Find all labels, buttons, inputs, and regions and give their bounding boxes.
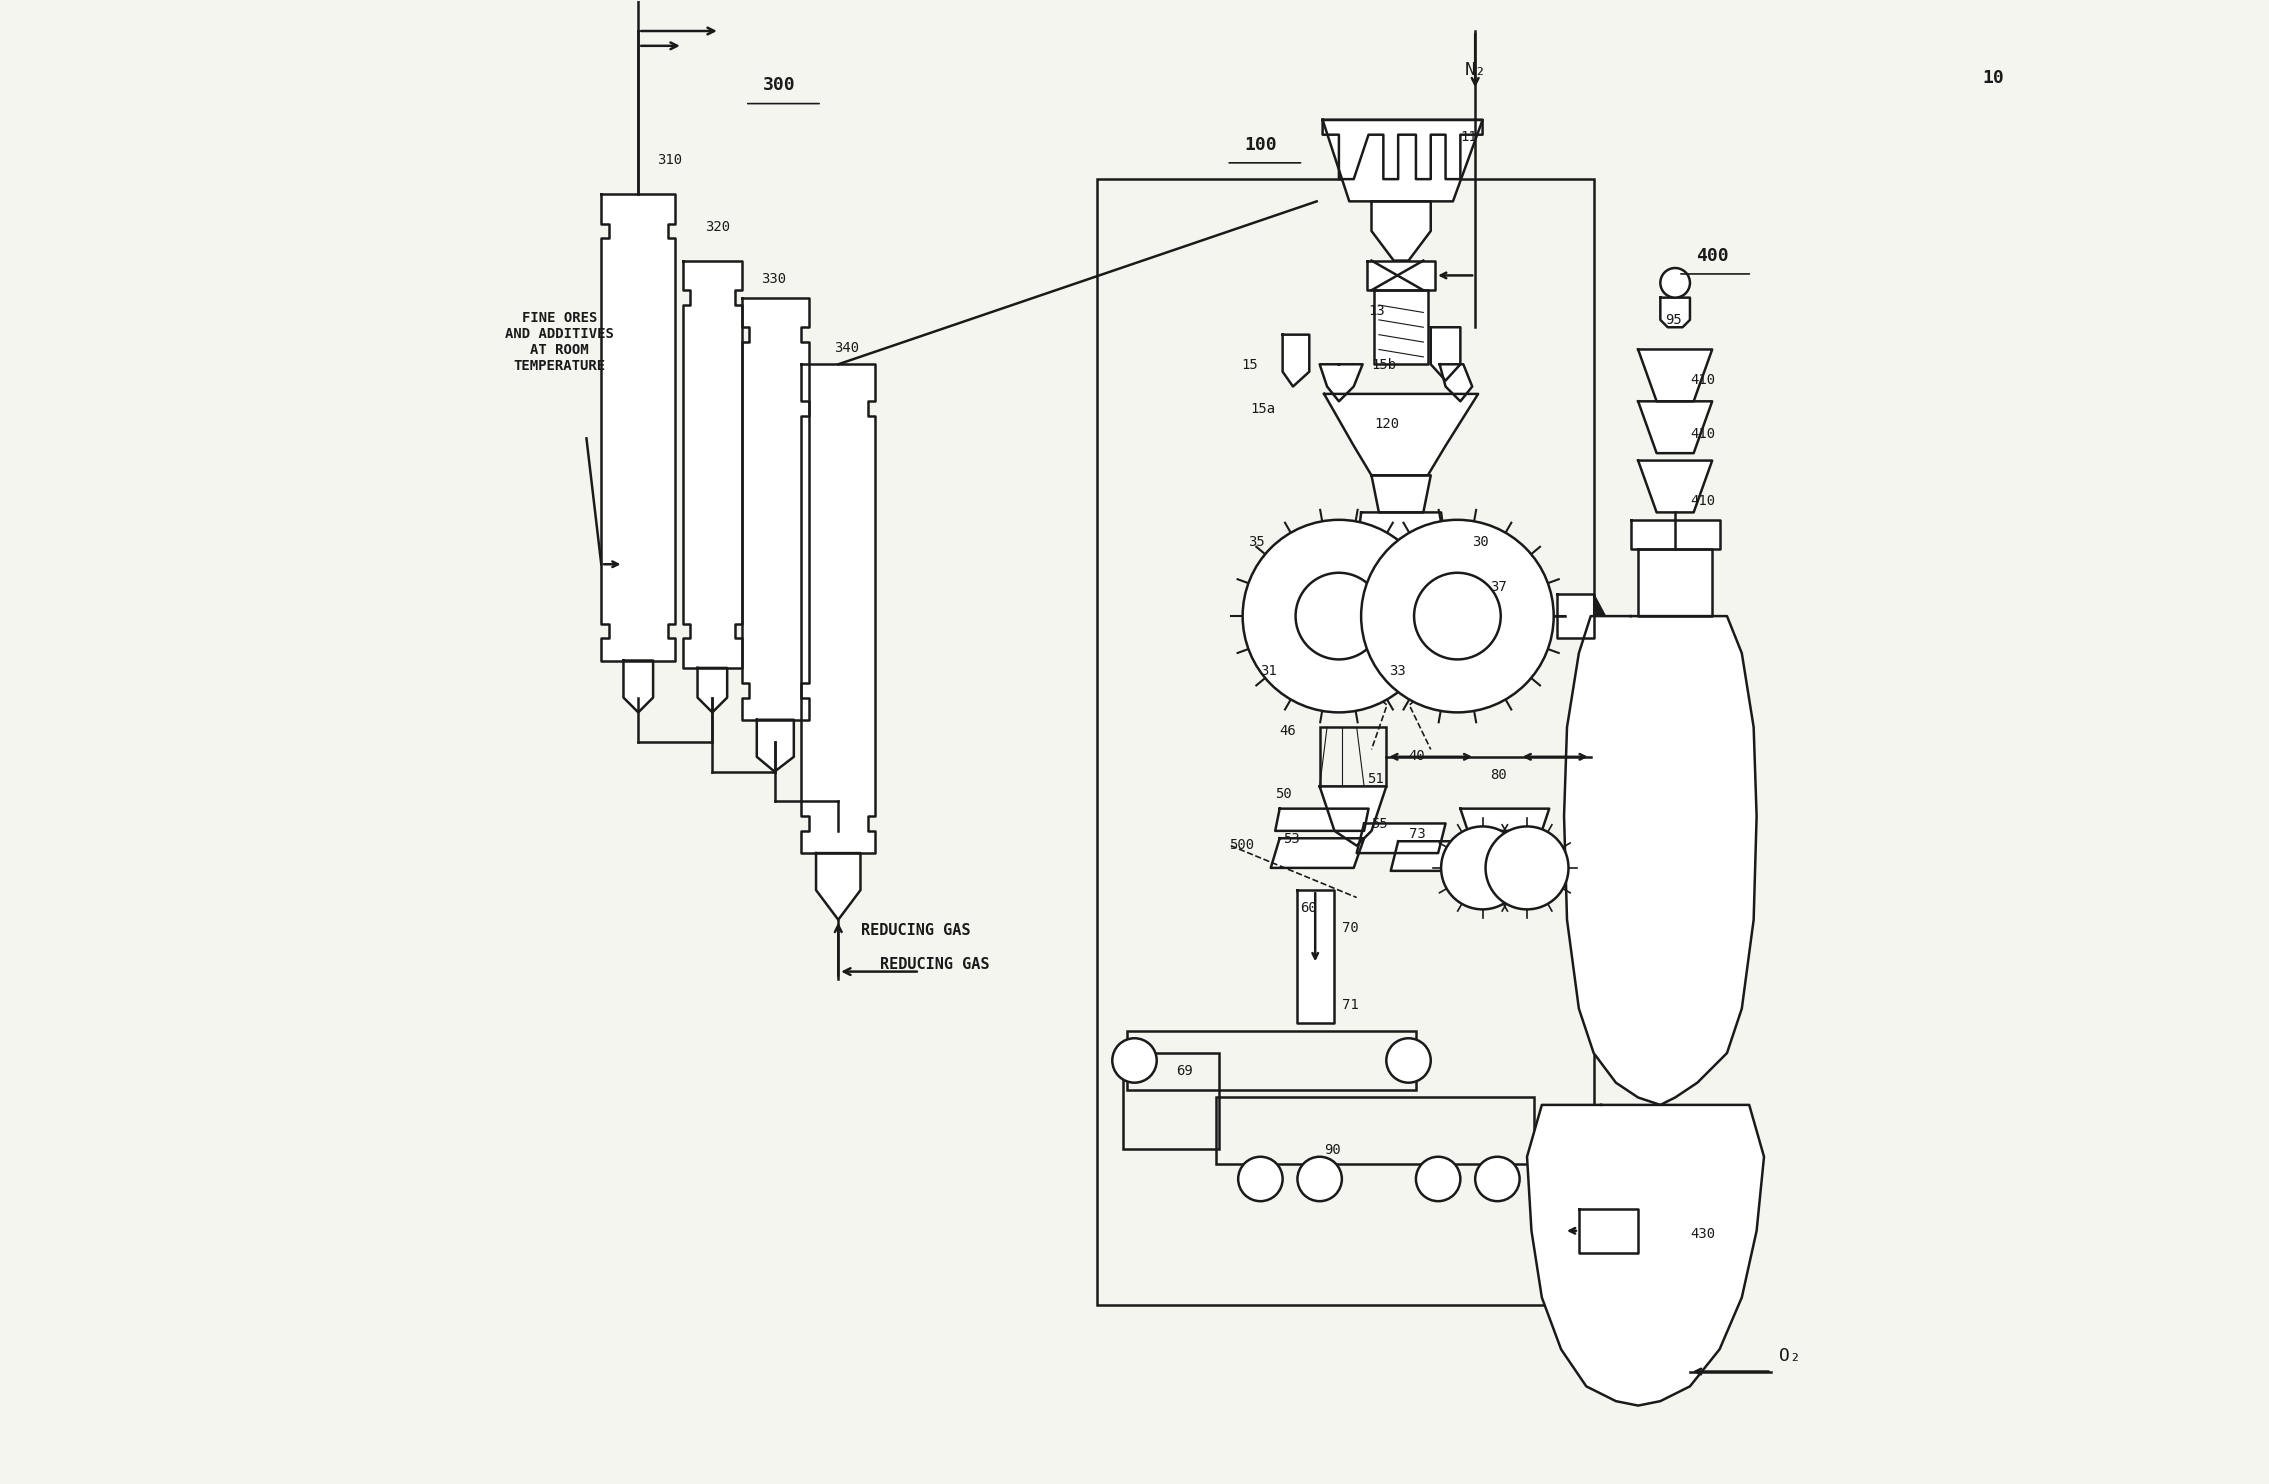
Text: 60: 60 — [1300, 901, 1316, 916]
Polygon shape — [1323, 120, 1482, 180]
Text: 10: 10 — [1983, 68, 2004, 88]
Polygon shape — [1638, 401, 1713, 453]
Polygon shape — [758, 720, 794, 772]
Text: 46: 46 — [1280, 724, 1296, 738]
Circle shape — [1296, 573, 1382, 659]
Polygon shape — [1275, 809, 1368, 831]
Polygon shape — [1527, 1106, 1763, 1405]
Text: O₂: O₂ — [1779, 1347, 1802, 1365]
Text: 37: 37 — [1491, 580, 1507, 594]
Text: 90: 90 — [1325, 1143, 1341, 1158]
Polygon shape — [1325, 393, 1477, 475]
Circle shape — [1386, 1039, 1432, 1083]
Text: 15b: 15b — [1370, 358, 1398, 371]
Polygon shape — [817, 853, 860, 920]
Text: 80: 80 — [1491, 769, 1507, 782]
Bar — [1321, 727, 1386, 787]
Text: 53: 53 — [1282, 831, 1300, 846]
Polygon shape — [1370, 475, 1432, 512]
Circle shape — [1243, 519, 1436, 712]
Text: 340: 340 — [833, 341, 860, 356]
Circle shape — [1414, 573, 1500, 659]
Polygon shape — [1638, 460, 1713, 512]
Circle shape — [1441, 827, 1525, 910]
Polygon shape — [1370, 202, 1432, 261]
Text: 71: 71 — [1341, 997, 1359, 1012]
Polygon shape — [1321, 364, 1364, 401]
Text: 15a: 15a — [1250, 402, 1275, 416]
Text: 400: 400 — [1695, 246, 1729, 264]
Circle shape — [1486, 827, 1568, 910]
Text: 35: 35 — [1248, 536, 1266, 549]
Text: 330: 330 — [760, 272, 787, 286]
Polygon shape — [742, 298, 808, 720]
Text: 100: 100 — [1243, 135, 1277, 153]
Text: 50: 50 — [1275, 788, 1291, 801]
Polygon shape — [1321, 787, 1386, 846]
Bar — [1123, 1054, 1218, 1149]
Text: 300: 300 — [762, 76, 796, 95]
Circle shape — [1361, 519, 1554, 712]
Circle shape — [1475, 1156, 1520, 1201]
Text: 15: 15 — [1241, 358, 1257, 371]
Polygon shape — [1282, 335, 1309, 386]
Polygon shape — [1298, 890, 1334, 1024]
Circle shape — [1298, 1156, 1341, 1201]
Polygon shape — [1638, 349, 1713, 401]
Polygon shape — [624, 660, 653, 712]
Text: 310: 310 — [658, 153, 683, 168]
Text: 30: 30 — [1473, 536, 1488, 549]
Text: 13: 13 — [1368, 304, 1386, 319]
Polygon shape — [1271, 838, 1364, 868]
Polygon shape — [1661, 298, 1690, 328]
Bar — [1128, 1031, 1416, 1091]
Text: 410: 410 — [1690, 494, 1715, 508]
Text: 69: 69 — [1175, 1064, 1193, 1079]
Polygon shape — [1461, 809, 1550, 831]
Text: 11: 11 — [1461, 129, 1477, 144]
Polygon shape — [1366, 261, 1436, 291]
Polygon shape — [1323, 120, 1482, 202]
Text: 73: 73 — [1409, 827, 1425, 841]
Text: REDUCING GAS: REDUCING GAS — [860, 923, 971, 938]
Polygon shape — [697, 668, 726, 712]
Polygon shape — [1593, 594, 1606, 638]
Polygon shape — [1557, 594, 1593, 638]
Text: 31: 31 — [1259, 665, 1277, 678]
Bar — [1098, 180, 1593, 1304]
Text: 95: 95 — [1665, 313, 1681, 328]
Polygon shape — [1439, 364, 1473, 401]
Text: 55: 55 — [1370, 816, 1389, 831]
Text: N₂: N₂ — [1464, 61, 1486, 80]
Text: 410: 410 — [1690, 427, 1715, 441]
Text: 430: 430 — [1690, 1227, 1715, 1241]
Polygon shape — [1579, 1208, 1638, 1252]
Circle shape — [1239, 1156, 1282, 1201]
Text: 410: 410 — [1690, 372, 1715, 386]
Polygon shape — [601, 194, 676, 660]
Text: 120: 120 — [1375, 417, 1400, 430]
Polygon shape — [1638, 549, 1713, 616]
Text: 70: 70 — [1341, 920, 1359, 935]
Bar — [1216, 1098, 1534, 1163]
Text: 500: 500 — [1230, 837, 1255, 852]
Polygon shape — [683, 261, 742, 668]
Polygon shape — [1357, 824, 1445, 853]
Text: 51: 51 — [1366, 773, 1384, 787]
Polygon shape — [1375, 291, 1427, 364]
Circle shape — [1416, 1156, 1461, 1201]
Circle shape — [1112, 1039, 1157, 1083]
Text: FINE ORES
AND ADDITIVES
AT ROOM
TEMPERATURE: FINE ORES AND ADDITIVES AT ROOM TEMPERAT… — [506, 310, 615, 374]
Polygon shape — [1391, 841, 1461, 871]
Text: REDUCING GAS: REDUCING GAS — [880, 957, 989, 972]
Text: 33: 33 — [1389, 665, 1407, 678]
Polygon shape — [1357, 512, 1445, 564]
Polygon shape — [801, 364, 876, 853]
Polygon shape — [1631, 519, 1720, 549]
Text: 320: 320 — [706, 220, 731, 234]
Polygon shape — [1432, 328, 1461, 380]
Circle shape — [1661, 269, 1690, 298]
Polygon shape — [1563, 616, 1756, 1106]
Text: 40: 40 — [1409, 749, 1425, 763]
